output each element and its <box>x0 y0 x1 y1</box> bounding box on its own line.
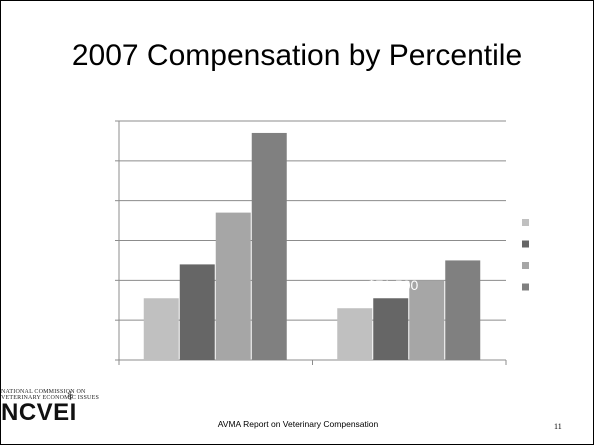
logo-mark: NCVEI <box>1 399 77 426</box>
caduceus-icon: ⚕ <box>67 389 74 403</box>
ncvei-logo: NATIONAL COMMISSION ON VETERINARY ECONOM… <box>1 389 101 444</box>
slide-footer: AVMA Report on Veterinary Compensation <box>217 419 379 429</box>
logo-line-2: VETERINARY ECONOMIC ISSUES <box>1 395 99 401</box>
legend-marker-series4 <box>522 283 529 291</box>
legend-marker-series1 <box>522 219 529 226</box>
logo-line-1: NATIONAL COMMISSION ON <box>1 389 86 395</box>
bar-series2-cat1 <box>179 264 215 360</box>
legend-marker-series3 <box>522 262 529 269</box>
bar-series1-cat2 <box>337 308 373 360</box>
bar-series4-cat2 <box>445 260 481 360</box>
bar-series1-cat1 <box>143 298 179 360</box>
slide-title: 2007 Compensation by Percentile <box>71 39 523 72</box>
page-number: 11 <box>554 422 562 431</box>
data-label-annotation: $71,500 <box>368 277 419 293</box>
bar-series2-cat2 <box>373 298 409 360</box>
bar-series3-cat1 <box>215 212 251 360</box>
bar-series4-cat1 <box>251 132 287 360</box>
legend-marker-series2 <box>522 240 529 248</box>
bar-series3-cat2 <box>409 280 445 360</box>
